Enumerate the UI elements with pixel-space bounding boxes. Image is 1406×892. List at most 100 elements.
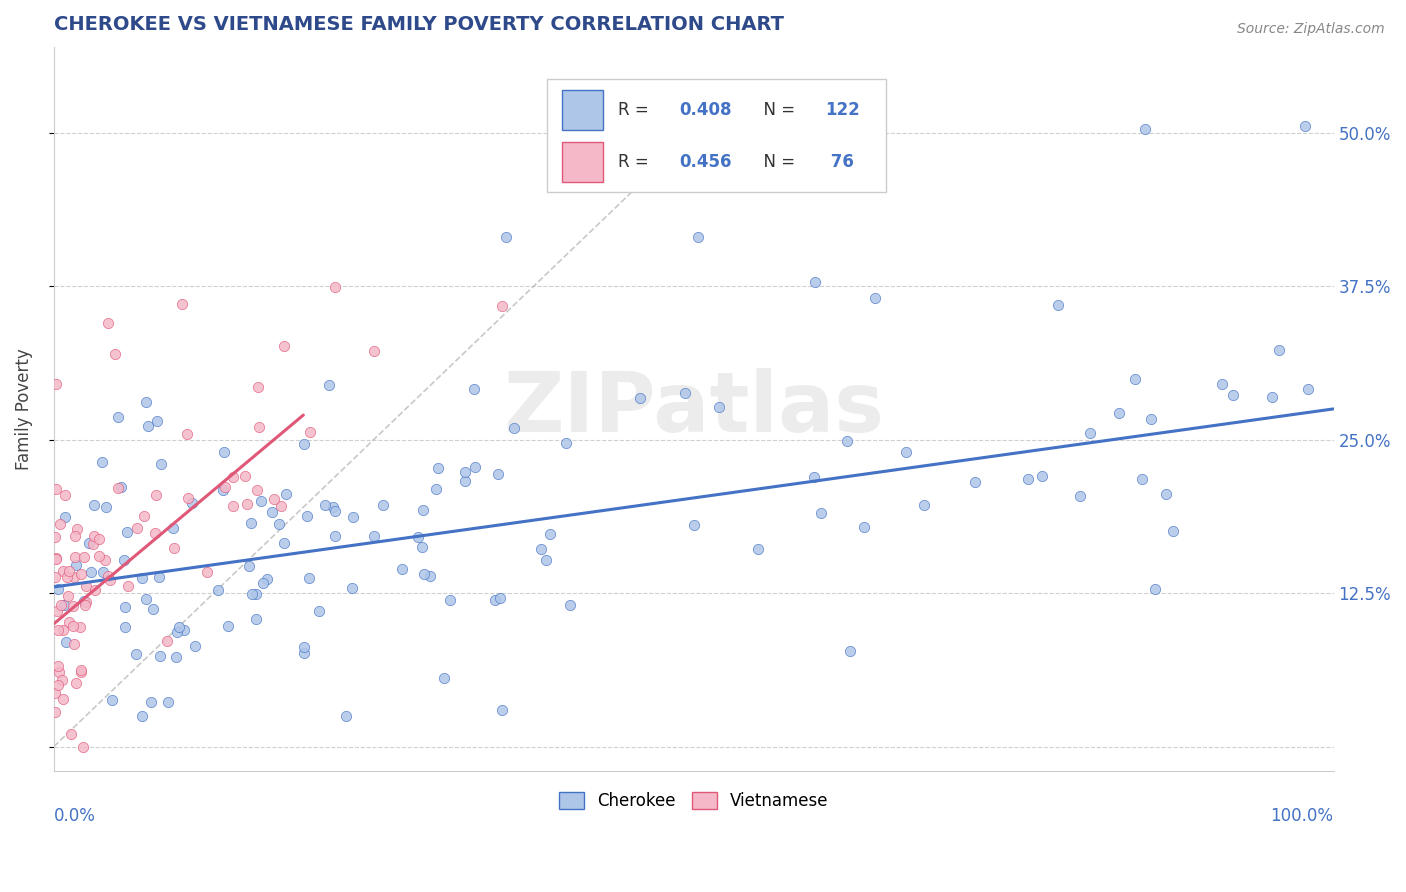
Point <box>110 480 132 494</box>
Point <box>125 521 148 535</box>
Point <box>1017 472 1039 486</box>
Point <box>65 558 87 572</box>
Point <box>1222 388 1244 402</box>
Point <box>44 686 66 700</box>
Point <box>463 382 485 396</box>
Point <box>146 414 169 428</box>
Point <box>163 541 186 556</box>
Point <box>107 410 129 425</box>
Legend: Cherokee, Vietnamese: Cherokee, Vietnamese <box>551 786 835 817</box>
Point <box>709 401 731 415</box>
Point <box>1123 372 1146 386</box>
Point <box>247 420 270 434</box>
Point <box>55 635 77 649</box>
Y-axis label: Family Poverty: Family Poverty <box>15 348 32 470</box>
Point <box>77 536 100 550</box>
Point <box>51 673 73 688</box>
Point <box>412 566 434 581</box>
Bar <box>562 90 603 129</box>
Point <box>250 494 273 508</box>
Point <box>425 482 447 496</box>
Point <box>104 346 127 360</box>
Point <box>292 437 315 451</box>
Point <box>132 508 155 523</box>
Point <box>46 659 69 673</box>
Point <box>176 491 198 505</box>
Text: 76: 76 <box>825 153 855 171</box>
Point <box>488 591 510 605</box>
Point <box>70 665 93 680</box>
Point <box>247 380 270 394</box>
Point <box>292 646 315 660</box>
Point <box>298 425 321 439</box>
Point <box>73 594 96 608</box>
Point <box>53 509 76 524</box>
Point <box>292 640 315 654</box>
Point <box>270 499 292 513</box>
Point <box>298 571 321 585</box>
Point <box>491 703 513 717</box>
Point <box>1268 343 1291 358</box>
Point <box>45 552 67 566</box>
Point <box>139 695 162 709</box>
Point <box>411 541 433 555</box>
Point <box>89 532 111 546</box>
Point <box>318 377 340 392</box>
Point <box>1261 390 1284 404</box>
Text: Source: ZipAtlas.com: Source: ZipAtlas.com <box>1237 22 1385 37</box>
Point <box>965 475 987 489</box>
Point <box>124 647 146 661</box>
Point <box>1296 382 1319 396</box>
Point <box>267 516 290 531</box>
Point <box>426 461 449 475</box>
Point <box>80 565 103 579</box>
Point <box>236 497 259 511</box>
Point <box>89 549 111 563</box>
Point <box>72 739 94 754</box>
Point <box>117 579 139 593</box>
Point <box>149 458 172 472</box>
Point <box>181 496 204 510</box>
Point <box>308 605 330 619</box>
Point <box>222 470 245 484</box>
Point <box>56 589 79 603</box>
Point <box>454 465 477 479</box>
Point <box>94 500 117 514</box>
Point <box>1140 412 1163 426</box>
Point <box>70 663 93 677</box>
Point <box>112 553 135 567</box>
Point <box>1211 377 1233 392</box>
Point <box>314 499 336 513</box>
Point <box>173 623 195 637</box>
Point <box>49 599 72 613</box>
Point <box>44 570 66 584</box>
Point <box>48 516 70 531</box>
Point <box>45 377 67 392</box>
Text: R =: R = <box>619 153 654 171</box>
Point <box>46 623 69 637</box>
Point <box>165 649 187 664</box>
Point <box>83 582 105 597</box>
Point <box>135 592 157 607</box>
Point <box>117 524 139 539</box>
Text: N =: N = <box>752 153 800 171</box>
Point <box>53 598 76 612</box>
Point <box>295 508 318 523</box>
Point <box>1135 122 1157 136</box>
Point <box>852 519 875 533</box>
Point <box>682 518 704 533</box>
Point <box>148 570 170 584</box>
Point <box>44 705 66 719</box>
Point <box>491 299 513 313</box>
Point <box>412 503 434 517</box>
Point <box>131 571 153 585</box>
Point <box>273 535 295 549</box>
Point <box>69 620 91 634</box>
Point <box>65 549 87 564</box>
Point <box>1130 472 1153 486</box>
Point <box>495 230 517 244</box>
Point <box>97 316 120 330</box>
Point <box>94 553 117 567</box>
Point <box>260 505 283 519</box>
Point <box>804 276 827 290</box>
